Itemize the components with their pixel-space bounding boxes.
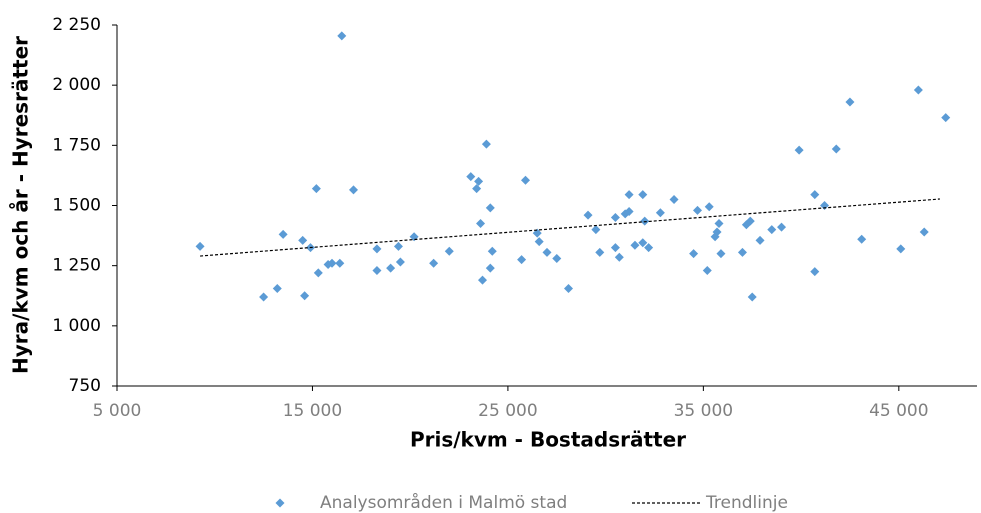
y-tick-label: 1 750 [52,135,101,155]
point [542,247,552,257]
y-tick-label: 750 [69,376,101,396]
point [810,190,820,200]
point [845,97,855,107]
point [485,203,495,213]
point [624,207,634,217]
point [655,208,665,218]
y-axis-title: Hyra/kvm och år - Hyresrätter [9,36,33,374]
point [644,243,654,253]
point [564,284,573,294]
point [272,284,282,294]
point [337,31,347,41]
point [298,235,308,245]
point [393,241,403,251]
point [386,263,396,273]
point [737,247,747,257]
point [552,253,562,263]
point [532,228,542,238]
point [313,268,323,278]
x-axis-title: Pris/kvm - Bostadsrätter [410,428,686,452]
point [372,244,382,254]
point [487,246,497,256]
x-tick-label: 5 000 [93,401,142,421]
x-tick-label: 15 000 [283,401,342,421]
point [669,194,679,204]
x-tick-label: 25 000 [478,401,537,421]
y-tick-label: 1 000 [52,316,101,336]
point [767,225,777,235]
point [466,172,476,182]
point [485,263,495,273]
point [372,265,382,275]
point [583,210,593,220]
point [857,234,867,244]
point [610,213,620,223]
point [704,202,714,212]
point [794,145,804,155]
legend-label: Analysområden i Malmö stad [320,492,567,513]
point [481,139,491,149]
trendline [200,198,940,257]
point [810,267,820,277]
y-tick-label: 2 250 [52,15,101,35]
point [745,216,755,226]
point [630,240,640,250]
point [335,258,345,268]
point [624,190,634,200]
point [534,237,544,247]
point [755,235,765,245]
point [472,184,482,194]
y-tick-label: 1 250 [52,256,101,276]
point [300,291,310,301]
x-tick-label: 45 000 [869,401,928,421]
point [327,258,337,268]
point [311,184,321,194]
point [716,249,726,259]
point [820,201,830,210]
y-tick-label: 1 500 [52,196,101,216]
point [614,252,624,262]
point [913,85,923,95]
point [747,292,757,302]
point [714,219,724,229]
point [478,275,487,285]
point [476,219,486,229]
y-tick-label: 2 000 [52,75,101,95]
point [941,113,951,123]
legend-marker [275,498,285,508]
point [474,176,484,186]
point [429,258,439,268]
point [444,246,454,256]
point [349,185,358,195]
x-tick-label: 35 000 [674,401,733,421]
legend-label: Trendlinje [705,493,788,513]
point [919,227,929,237]
point [712,227,722,237]
point [689,249,699,259]
point [638,238,648,248]
point [395,257,405,267]
point [278,229,288,239]
point [521,175,530,185]
point [595,247,605,257]
point [693,205,702,215]
point [610,243,620,253]
point [831,144,841,154]
point [517,255,527,265]
point [777,222,787,232]
point [702,265,712,275]
point [640,216,650,226]
point [259,292,269,302]
point [195,241,205,251]
point [638,190,648,200]
point [591,225,601,235]
point [896,244,906,254]
